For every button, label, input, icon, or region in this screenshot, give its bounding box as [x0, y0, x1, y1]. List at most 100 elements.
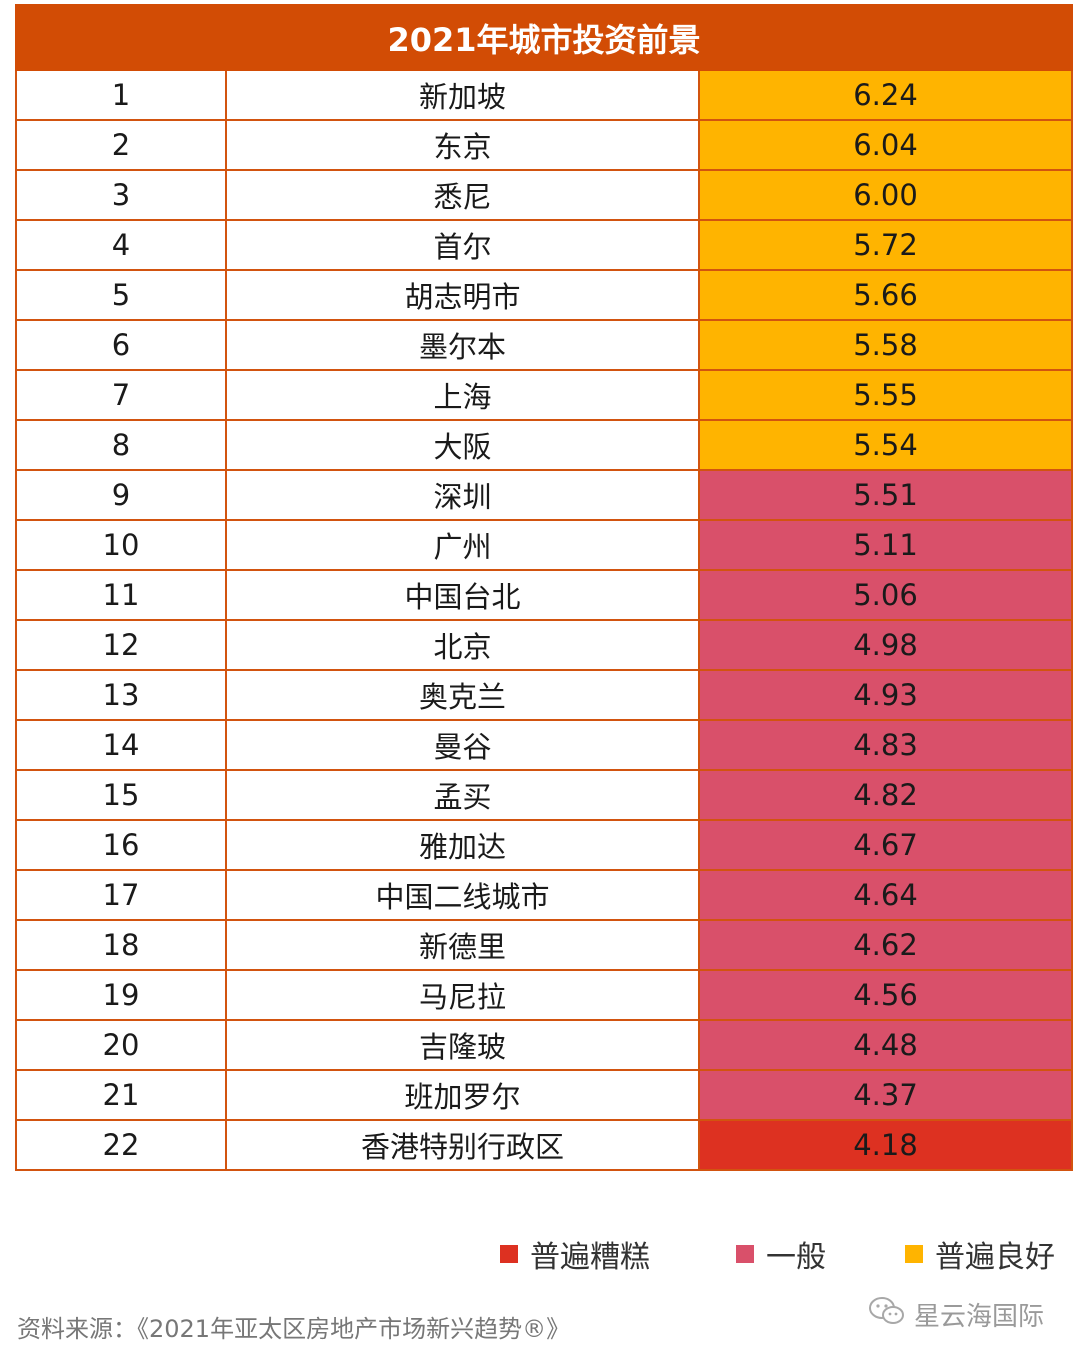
score-cell: 5.66	[697, 269, 1074, 321]
legend-label-mid: 一般	[766, 1240, 826, 1275]
rank-cell: 17	[15, 869, 227, 921]
city-cell: 东京	[225, 119, 700, 171]
rank-cell: 14	[15, 719, 227, 771]
table-row: 15 孟买 4.82	[15, 769, 1074, 821]
rank-cell: 18	[15, 919, 227, 971]
city-cell: 新德里	[225, 919, 700, 971]
table-body: 1 新加坡 6.24 2 东京 6.04 3 悉尼 6.00 4 首尔 5.72 5 胡志明市 5.66 6 墨…	[15, 69, 1074, 1171]
rank-cell: 9	[15, 469, 227, 521]
score-cell: 5.51	[697, 469, 1074, 521]
rank-cell: 22	[15, 1119, 227, 1171]
score-cell: 6.00	[697, 169, 1074, 221]
table-row: 14 曼谷 4.83	[15, 719, 1074, 771]
score-cell: 6.24	[697, 69, 1074, 121]
city-cell: 广州	[225, 519, 700, 571]
city-cell: 胡志明市	[225, 269, 700, 321]
table-row: 21 班加罗尔 4.37	[15, 1069, 1074, 1121]
city-cell: 深圳	[225, 469, 700, 521]
score-cell: 4.18	[697, 1119, 1074, 1171]
city-cell: 吉隆玻	[225, 1019, 700, 1071]
score-cell: 5.72	[697, 219, 1074, 271]
table-row: 17 中国二线城市 4.64	[15, 869, 1074, 921]
table-row: 10 广州 5.11	[15, 519, 1074, 571]
score-cell: 5.54	[697, 419, 1074, 471]
rank-cell: 8	[15, 419, 227, 471]
table-row: 3 悉尼 6.00	[15, 169, 1074, 221]
table-row: 4 首尔 5.72	[15, 219, 1074, 271]
rank-cell: 4	[15, 219, 227, 271]
score-cell: 4.37	[697, 1069, 1074, 1121]
rank-cell: 20	[15, 1019, 227, 1071]
city-cell: 雅加达	[225, 819, 700, 871]
table-row: 16 雅加达 4.67	[15, 819, 1074, 871]
table-row: 6 墨尔本 5.58	[15, 319, 1074, 371]
legend-label-good: 普遍良好	[935, 1240, 1055, 1275]
city-cell: 香港特别行政区	[225, 1119, 700, 1171]
city-cell: 中国台北	[225, 569, 700, 621]
rank-cell: 21	[15, 1069, 227, 1121]
city-cell: 首尔	[225, 219, 700, 271]
legend-swatch-bad	[500, 1245, 518, 1263]
source-note: 资料来源：《2021年亚太区房地产市场新兴趋势®》	[17, 1315, 571, 1343]
rank-cell: 3	[15, 169, 227, 221]
table-row: 8 大阪 5.54	[15, 419, 1074, 471]
city-cell: 孟买	[225, 769, 700, 821]
city-cell: 新加坡	[225, 69, 700, 121]
score-cell: 5.11	[697, 519, 1074, 571]
city-cell: 大阪	[225, 419, 700, 471]
rank-cell: 16	[15, 819, 227, 871]
score-cell: 4.48	[697, 1019, 1074, 1071]
table-row: 13 奥克兰 4.93	[15, 669, 1074, 721]
city-cell: 马尼拉	[225, 969, 700, 1021]
rank-cell: 12	[15, 619, 227, 671]
city-cell: 奥克兰	[225, 669, 700, 721]
table-row: 2 东京 6.04	[15, 119, 1074, 171]
rank-cell: 1	[15, 69, 227, 121]
rank-cell: 15	[15, 769, 227, 821]
city-cell: 班加罗尔	[225, 1069, 700, 1121]
watermark-text: 星云海国际	[914, 1302, 1045, 1332]
rank-cell: 11	[15, 569, 227, 621]
score-cell: 5.58	[697, 319, 1074, 371]
rank-cell: 10	[15, 519, 227, 571]
table-row: 20 吉隆玻 4.48	[15, 1019, 1074, 1071]
city-cell: 墨尔本	[225, 319, 700, 371]
rank-cell: 19	[15, 969, 227, 1021]
city-cell: 中国二线城市	[225, 869, 700, 921]
city-cell: 北京	[225, 619, 700, 671]
watermark: 星云海国际	[868, 1296, 1044, 1333]
table-row: 22 香港特别行政区 4.18	[15, 1119, 1074, 1171]
legend-label-bad: 普遍糟糕	[530, 1240, 650, 1275]
table-row: 19 马尼拉 4.56	[15, 969, 1074, 1021]
score-cell: 4.93	[697, 669, 1074, 721]
table-row: 9 深圳 5.51	[15, 469, 1074, 521]
score-cell: 4.83	[697, 719, 1074, 771]
city-cell: 悉尼	[225, 169, 700, 221]
score-cell: 5.55	[697, 369, 1074, 421]
score-cell: 4.98	[697, 619, 1074, 671]
city-cell: 上海	[225, 369, 700, 421]
score-cell: 4.82	[697, 769, 1074, 821]
score-cell: 6.04	[697, 119, 1074, 171]
legend-swatch-mid	[736, 1245, 754, 1263]
score-cell: 4.64	[697, 869, 1074, 921]
rank-cell: 2	[15, 119, 227, 171]
legend-swatch-good	[905, 1245, 923, 1263]
score-cell: 4.62	[697, 919, 1074, 971]
table-row: 12 北京 4.98	[15, 619, 1074, 671]
table-row: 5 胡志明市 5.66	[15, 269, 1074, 321]
table-title: 2021年城市投资前景	[14, 4, 1074, 71]
score-cell: 5.06	[697, 569, 1074, 621]
ranking-table: 2021年城市投资前景 1 新加坡 6.24 2 东京 6.04 3 悉尼 6.00 4 首尔 5.7…	[14, 4, 1074, 1171]
rank-cell: 6	[15, 319, 227, 371]
score-cell: 4.56	[697, 969, 1074, 1021]
wechat-icon	[868, 1296, 914, 1333]
table-row: 1 新加坡 6.24	[15, 69, 1074, 121]
table-row: 11 中国台北 5.06	[15, 569, 1074, 621]
table-header-row: 2021年城市投资前景	[14, 4, 1074, 71]
rank-cell: 7	[15, 369, 227, 421]
rank-cell: 13	[15, 669, 227, 721]
city-cell: 曼谷	[225, 719, 700, 771]
legend-item-bad: 普遍糟糕	[500, 1234, 650, 1275]
table-row: 7 上海 5.55	[15, 369, 1074, 421]
